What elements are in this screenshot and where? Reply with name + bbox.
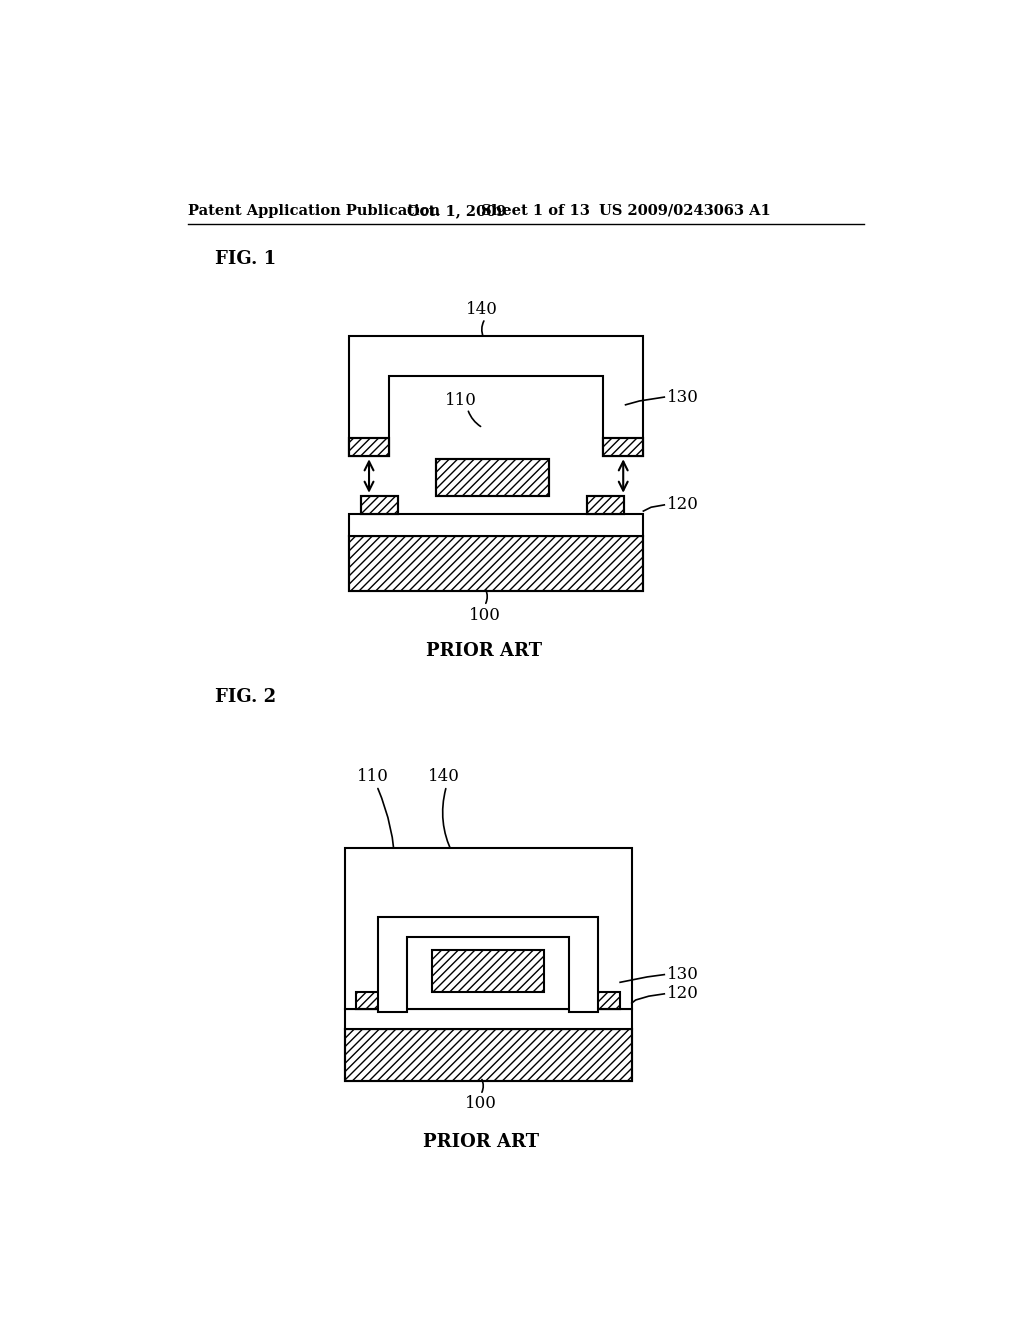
Bar xyxy=(603,438,643,457)
Bar xyxy=(345,1010,632,1028)
Bar xyxy=(349,536,643,591)
Bar xyxy=(349,438,389,457)
Bar xyxy=(432,950,544,993)
Text: Oct. 1, 2009: Oct. 1, 2009 xyxy=(407,203,506,218)
Text: 130: 130 xyxy=(667,966,698,983)
Text: Sheet 1 of 13: Sheet 1 of 13 xyxy=(480,203,590,218)
Text: 140: 140 xyxy=(466,301,498,318)
Bar xyxy=(360,496,397,515)
Bar xyxy=(356,993,391,1010)
Bar xyxy=(345,1028,632,1081)
Text: 110: 110 xyxy=(357,768,389,785)
Bar xyxy=(587,496,624,515)
Polygon shape xyxy=(349,335,643,457)
Bar xyxy=(586,993,621,1010)
Text: Patent Application Publication: Patent Application Publication xyxy=(188,203,440,218)
Bar xyxy=(345,847,632,1010)
Bar xyxy=(349,438,389,457)
Text: 120: 120 xyxy=(667,496,698,513)
Text: 100: 100 xyxy=(465,1096,497,1113)
Bar xyxy=(436,459,549,496)
Bar xyxy=(432,950,544,993)
Text: 140: 140 xyxy=(428,768,460,785)
Text: PRIOR ART: PRIOR ART xyxy=(423,1134,539,1151)
Bar xyxy=(436,459,549,496)
Bar xyxy=(345,1028,632,1081)
Bar xyxy=(587,496,624,515)
Bar xyxy=(356,993,391,1010)
Text: FIG. 2: FIG. 2 xyxy=(215,689,275,706)
Polygon shape xyxy=(378,917,598,1012)
Text: PRIOR ART: PRIOR ART xyxy=(427,643,543,660)
Text: US 2009/0243063 A1: US 2009/0243063 A1 xyxy=(599,203,771,218)
Text: FIG. 1: FIG. 1 xyxy=(215,249,275,268)
Text: 120: 120 xyxy=(667,985,698,1002)
Text: 130: 130 xyxy=(667,388,698,405)
Text: 110: 110 xyxy=(445,392,477,409)
Bar xyxy=(349,515,643,536)
Bar xyxy=(586,993,621,1010)
Bar xyxy=(349,536,643,591)
Bar xyxy=(603,438,643,457)
Bar xyxy=(360,496,397,515)
Text: 100: 100 xyxy=(469,606,501,623)
